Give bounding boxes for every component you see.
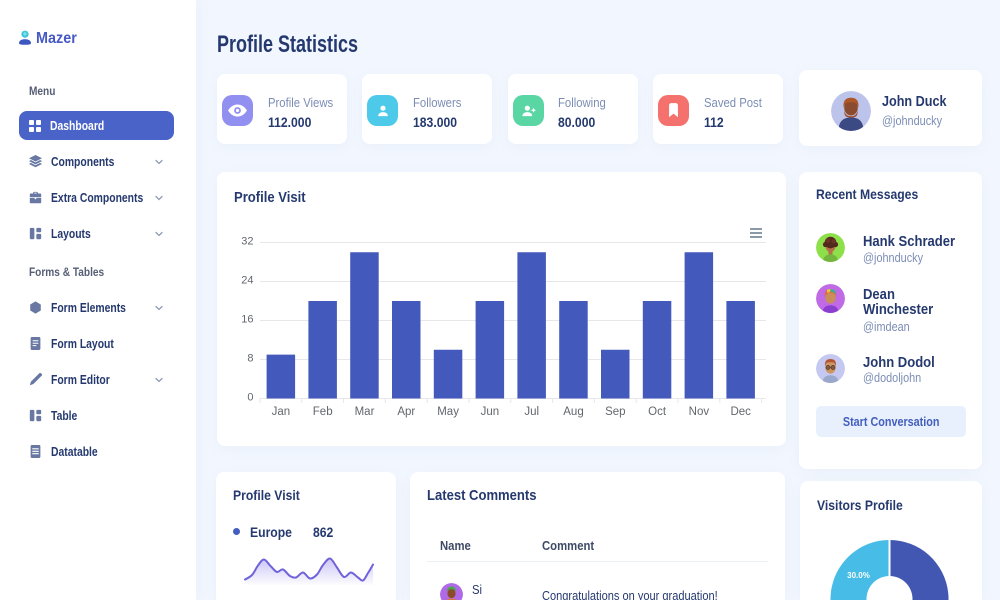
svg-text:Jan: Jan — [272, 406, 291, 418]
svg-text:Jun: Jun — [481, 406, 500, 418]
svg-text:Dec: Dec — [730, 406, 751, 418]
svg-text:Aug: Aug — [563, 406, 583, 418]
svg-text:Jul: Jul — [524, 406, 539, 418]
svg-text:32: 32 — [241, 236, 253, 248]
svg-text:Nov: Nov — [689, 406, 710, 418]
svg-text:0: 0 — [247, 392, 253, 404]
svg-text:Apr: Apr — [397, 406, 415, 418]
svg-text:Feb: Feb — [313, 406, 333, 418]
svg-text:Oct: Oct — [648, 406, 667, 418]
svg-text:Sep: Sep — [605, 406, 625, 418]
svg-text:8: 8 — [247, 353, 253, 365]
svg-text:24: 24 — [241, 275, 253, 287]
svg-text:16: 16 — [241, 314, 253, 326]
svg-text:Mar: Mar — [355, 406, 375, 418]
svg-text:May: May — [437, 406, 459, 418]
svg-text:30.0%: 30.0% — [847, 571, 870, 580]
